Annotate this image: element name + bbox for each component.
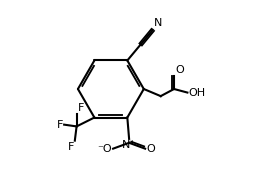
Text: O: O (175, 65, 184, 75)
Text: F: F (77, 103, 84, 113)
Text: N: N (154, 19, 163, 28)
Text: F: F (57, 120, 63, 130)
Text: O: O (146, 144, 155, 154)
Text: N⁺: N⁺ (122, 140, 136, 150)
Text: F: F (68, 142, 74, 151)
Text: OH: OH (188, 88, 205, 98)
Text: ⁻O: ⁻O (97, 144, 112, 154)
